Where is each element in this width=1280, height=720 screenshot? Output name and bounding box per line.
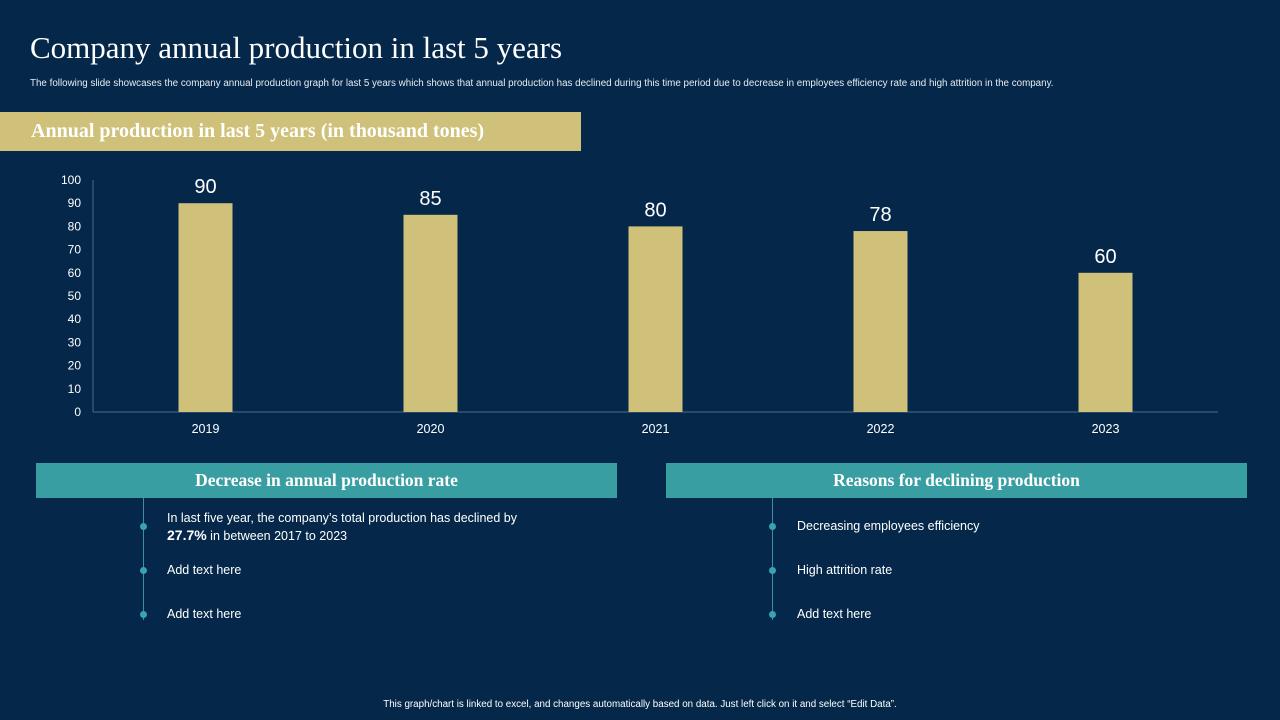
y-tick-label: 50: [68, 289, 82, 303]
data-label: 78: [869, 204, 891, 226]
data-label: 60: [1094, 246, 1116, 268]
bar-2023: [1078, 272, 1133, 412]
y-tick-label: 30: [68, 335, 82, 349]
decline-text-post: in between 2017 to 2023: [206, 529, 348, 543]
x-tick-label: 2022: [867, 422, 895, 436]
bar-chart[interactable]: 0 10 20 30 40 50 60 70 80 90 100 90 2019 85 2020 80 2021…: [0, 160, 1280, 450]
y-tick-label: 40: [68, 312, 82, 326]
slide-title: Company annual production in last 5 year…: [30, 30, 563, 65]
left-bullet-line: [143, 498, 144, 620]
left-list-item: Add text here: [167, 563, 242, 577]
data-label: 85: [419, 188, 441, 210]
x-tick-label: 2020: [417, 422, 445, 436]
right-bullet-line: [772, 498, 773, 620]
y-tick-label: 80: [68, 219, 82, 233]
y-tick-label: 60: [68, 266, 82, 280]
decrease-rate-header: Decrease in annual production rate: [36, 463, 617, 498]
bullet-dot: [769, 523, 776, 530]
excel-link-note: This graph/chart is linked to excel, and…: [383, 699, 897, 710]
x-tick-label: 2023: [1092, 422, 1120, 436]
reasons-header: Reasons for declining production: [666, 463, 1247, 498]
decline-percentage: 27.7%: [167, 527, 207, 543]
bullet-dot: [140, 567, 147, 574]
bullet-dot: [140, 523, 147, 530]
bar-2020: [403, 214, 458, 412]
data-label: 90: [194, 176, 216, 198]
reason-item: High attrition rate: [797, 563, 893, 577]
x-tick-label: 2021: [642, 422, 670, 436]
left-list-item: Add text here: [167, 607, 242, 621]
reason-item: Add text here: [797, 607, 872, 621]
chart-title-banner: Annual production in last 5 years (in th…: [0, 112, 581, 151]
bullet-dot: [769, 567, 776, 574]
bar-2022: [853, 231, 908, 412]
y-tick-label: 20: [68, 359, 82, 373]
slide-subtitle: The following slide showcases the compan…: [30, 78, 1054, 89]
y-tick-label: 10: [68, 382, 82, 396]
bar-2019: [178, 203, 233, 412]
y-tick-label: 100: [61, 173, 81, 187]
bullet-dot: [140, 611, 147, 618]
y-tick-label: 70: [68, 243, 82, 257]
reason-item: Decreasing employees efficiency: [797, 519, 980, 533]
decline-statement: In last five year, the company’s total p…: [167, 510, 527, 545]
y-tick-label: 90: [68, 196, 82, 210]
decline-text-pre: In last five year, the company’s total p…: [167, 511, 517, 525]
y-tick-label: 0: [74, 405, 81, 419]
x-tick-label: 2019: [192, 422, 220, 436]
data-label: 80: [644, 199, 666, 221]
bar-2021: [628, 226, 683, 412]
bullet-dot: [769, 611, 776, 618]
